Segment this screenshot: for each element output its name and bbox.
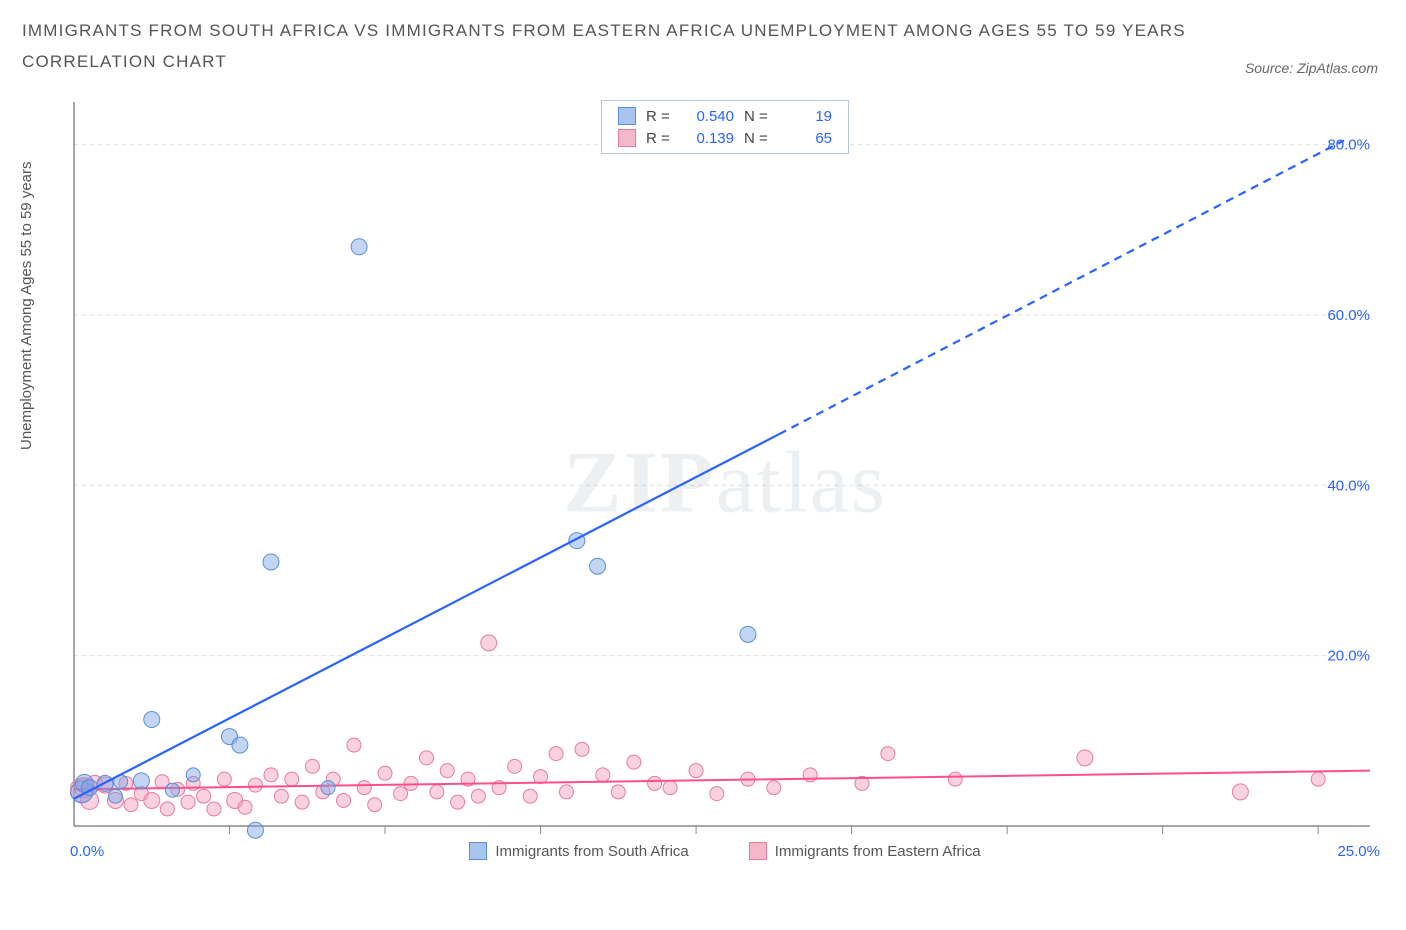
- r-value-pink: 0.139: [684, 130, 734, 147]
- legend-row-blue: R = 0.540 N = 19: [618, 107, 832, 125]
- chart-svg: 20.0% 40.0% 60.0% 80.0%: [70, 98, 1380, 868]
- r-value-blue: 0.540: [684, 108, 734, 125]
- r-label: R =: [646, 108, 674, 125]
- legend-label-south-africa: Immigrants from South Africa: [495, 843, 688, 860]
- legend-swatch-blue: [618, 107, 636, 125]
- n-value-blue: 19: [782, 108, 832, 125]
- legend-label-eastern-africa: Immigrants from Eastern Africa: [775, 843, 981, 860]
- n-label: N =: [744, 108, 772, 125]
- x-axis-max-label: 25.0%: [1337, 843, 1380, 860]
- r-label: R =: [646, 130, 674, 147]
- svg-text:40.0%: 40.0%: [1327, 477, 1370, 494]
- legend-swatch-pink: [618, 129, 636, 147]
- series-legend: Immigrants from South Africa Immigrants …: [70, 842, 1380, 860]
- title-line2: CORRELATION CHART: [22, 47, 1384, 78]
- correlation-legend: R = 0.540 N = 19 R = 0.139 N = 65: [601, 100, 849, 154]
- y-axis-label: Unemployment Among Ages 55 to 59 years: [18, 161, 35, 450]
- n-label: N =: [744, 130, 772, 147]
- svg-text:80.0%: 80.0%: [1327, 137, 1370, 154]
- chart-area: 20.0%40.0%60.0%80.0% ZIPatlas R = 0.540 …: [70, 98, 1380, 868]
- x-axis-min-label: 0.0%: [70, 843, 104, 860]
- title-line1: IMMIGRANTS FROM SOUTH AFRICA VS IMMIGRAN…: [22, 16, 1384, 47]
- legend-swatch-pink: [749, 842, 767, 860]
- svg-text:20.0%: 20.0%: [1327, 648, 1370, 665]
- n-value-pink: 65: [782, 130, 832, 147]
- legend-row-pink: R = 0.139 N = 65: [618, 129, 832, 147]
- chart-title-block: IMMIGRANTS FROM SOUTH AFRICA VS IMMIGRAN…: [0, 0, 1406, 77]
- legend-item-eastern-africa: Immigrants from Eastern Africa: [749, 842, 981, 860]
- svg-text:60.0%: 60.0%: [1327, 307, 1370, 324]
- legend-swatch-blue: [469, 842, 487, 860]
- legend-item-south-africa: Immigrants from South Africa: [469, 842, 688, 860]
- source-attribution: Source: ZipAtlas.com: [1245, 60, 1378, 76]
